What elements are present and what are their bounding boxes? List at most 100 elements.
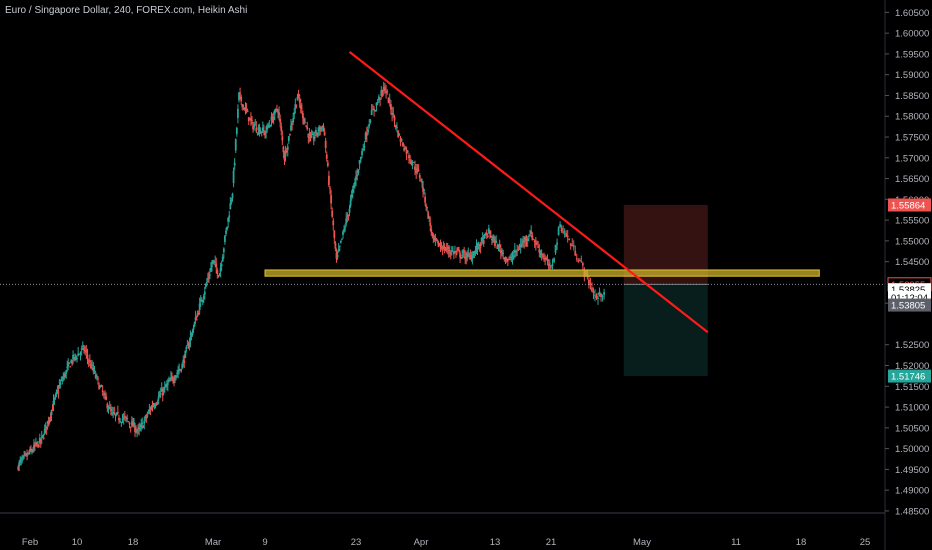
candle-body xyxy=(455,252,457,254)
candle-body xyxy=(350,194,353,198)
candle-body xyxy=(460,257,462,259)
candle-body xyxy=(184,350,187,359)
candle-body xyxy=(239,92,241,94)
candle-body xyxy=(185,347,188,350)
price-tick-label: 1.50000 xyxy=(895,444,929,455)
candle-body xyxy=(272,116,275,120)
candle-body xyxy=(75,356,77,358)
candle-body xyxy=(18,462,21,466)
candle-body xyxy=(45,426,48,429)
candle-body xyxy=(503,257,506,260)
candle-body xyxy=(447,249,450,252)
candle-body xyxy=(173,380,175,382)
candle-body xyxy=(190,333,193,335)
candle-body xyxy=(339,240,342,243)
candle-body xyxy=(356,174,359,176)
drawing-layer[interactable] xyxy=(0,50,885,377)
candle-body xyxy=(498,244,501,248)
candle-body xyxy=(479,246,482,248)
candle-body xyxy=(29,449,31,453)
candle-body xyxy=(47,420,50,423)
candle-body xyxy=(219,268,222,272)
candle-body xyxy=(409,159,412,161)
candle-body xyxy=(550,266,552,268)
candle-body xyxy=(483,234,486,239)
candle-body xyxy=(70,360,73,363)
time-tick-label: Feb xyxy=(22,537,38,548)
candle-body xyxy=(466,253,469,258)
candle-body xyxy=(129,426,132,428)
candle-body xyxy=(270,116,273,121)
candle-body xyxy=(434,237,437,240)
candle-body xyxy=(109,409,112,411)
candle-body xyxy=(35,443,38,445)
candle-body xyxy=(154,405,157,407)
candle-body xyxy=(181,363,184,369)
candle-body xyxy=(388,99,391,101)
candle-body xyxy=(557,227,560,236)
candle-body xyxy=(148,410,151,412)
price-tick-label: 1.54500 xyxy=(895,257,929,268)
plot-area[interactable] xyxy=(17,81,605,472)
candle-body xyxy=(179,369,182,371)
candle-body xyxy=(343,228,345,232)
time-tick-label: 18 xyxy=(128,537,139,548)
candle-body xyxy=(258,129,261,134)
candle-body xyxy=(206,278,209,280)
candle-body xyxy=(493,237,495,239)
candle-body xyxy=(569,243,572,246)
trendline[interactable] xyxy=(348,50,709,334)
support-zone[interactable] xyxy=(264,269,820,277)
candle-body xyxy=(57,391,60,393)
candle-body xyxy=(145,417,148,419)
candle-body xyxy=(66,366,69,368)
candle-body xyxy=(425,205,428,208)
candle-body xyxy=(209,274,211,276)
candle-body xyxy=(257,127,260,130)
candle-body xyxy=(116,411,119,414)
candle-body xyxy=(193,322,196,327)
candle-body xyxy=(241,104,244,108)
candle-body xyxy=(334,243,337,249)
candle-body xyxy=(290,125,292,131)
candle-body xyxy=(517,249,520,251)
candle-body xyxy=(83,348,85,351)
candle-body xyxy=(91,364,94,366)
candle-body xyxy=(61,380,64,382)
candle-body xyxy=(323,131,326,136)
candle-body xyxy=(73,357,75,360)
candle-body xyxy=(488,230,491,234)
price-tick-label: 1.50500 xyxy=(895,423,929,434)
time-axis[interactable]: Feb 10 18 Mar 9 23 Apr 13 21 May 11 18 25 xyxy=(0,512,885,548)
candle-body xyxy=(380,90,383,96)
candle-body xyxy=(543,258,545,260)
candle-body xyxy=(364,132,367,140)
candle-body xyxy=(471,255,474,259)
candle-body xyxy=(220,264,223,267)
candle-body xyxy=(33,444,35,449)
candle-body xyxy=(123,415,126,417)
candle-body xyxy=(46,421,49,424)
candle-body xyxy=(122,417,125,419)
candle-body xyxy=(473,251,476,255)
candle-body xyxy=(107,409,110,411)
candle-body xyxy=(217,275,220,277)
candle-body xyxy=(386,91,389,93)
candle-body xyxy=(240,96,243,102)
candle-body xyxy=(527,236,530,238)
candle-body xyxy=(108,406,111,409)
candle-body xyxy=(255,127,258,132)
candle-body xyxy=(106,403,109,409)
time-tick-label: Mar xyxy=(205,537,221,548)
candle-body xyxy=(322,125,325,128)
candle-body xyxy=(394,125,397,128)
candle-body xyxy=(315,129,317,133)
candle-body xyxy=(210,267,212,271)
candle-body xyxy=(186,345,189,347)
candle-body xyxy=(336,254,339,258)
candle-body xyxy=(595,295,598,298)
candle-body xyxy=(398,134,401,136)
candle-body xyxy=(149,410,152,412)
candle-body xyxy=(477,241,480,246)
